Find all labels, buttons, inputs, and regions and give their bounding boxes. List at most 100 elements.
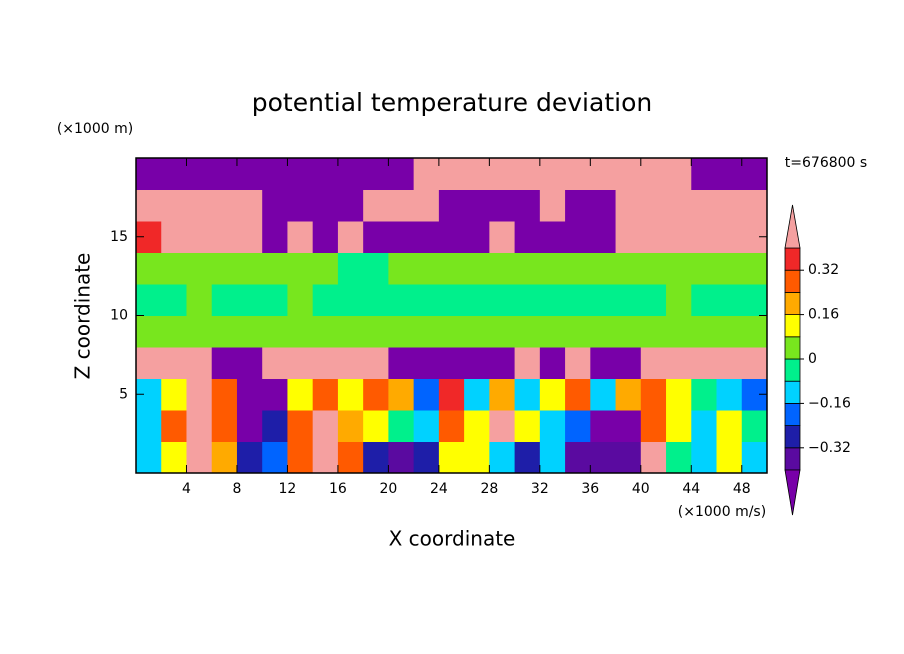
contour-cell bbox=[262, 221, 288, 253]
x-tick-label: 24 bbox=[430, 481, 448, 497]
contour-cell bbox=[716, 347, 743, 379]
contour-cell bbox=[211, 284, 238, 316]
contour-cell bbox=[312, 410, 339, 442]
contour-cell bbox=[489, 441, 516, 474]
contour-cell bbox=[741, 347, 768, 379]
contour-cell bbox=[312, 347, 339, 379]
contour-cell bbox=[514, 315, 541, 348]
contour-cell bbox=[464, 158, 490, 190]
colorbar-tick-label: −0.16 bbox=[808, 395, 851, 411]
contour-cell bbox=[741, 315, 768, 348]
x-axis-label: X coordinate bbox=[389, 527, 516, 551]
contour-cell bbox=[464, 252, 490, 285]
contour-cell bbox=[186, 315, 213, 348]
contour-cell bbox=[438, 221, 465, 253]
contour-cell bbox=[691, 189, 718, 222]
contour-cell bbox=[514, 378, 541, 411]
contour-cell bbox=[262, 284, 288, 316]
contour-cell bbox=[741, 158, 768, 190]
contour-cell bbox=[236, 158, 263, 190]
contour-cell bbox=[615, 378, 642, 411]
contour-cell bbox=[464, 284, 490, 316]
contour-cell bbox=[363, 441, 389, 474]
contour-cell bbox=[312, 221, 339, 253]
contour-cell bbox=[211, 158, 238, 190]
contour-cell bbox=[136, 252, 162, 285]
contour-cell bbox=[640, 315, 667, 348]
contour-cell bbox=[186, 189, 213, 222]
contour-cell bbox=[716, 158, 743, 190]
contour-cell bbox=[514, 158, 541, 190]
contour-cell bbox=[565, 158, 591, 190]
contour-cell bbox=[464, 315, 490, 348]
contour-cell bbox=[388, 252, 415, 285]
contour-cell bbox=[489, 284, 516, 316]
colorbar-box bbox=[784, 380, 801, 404]
contour-cell bbox=[666, 252, 692, 285]
x-tick-label: 44 bbox=[682, 481, 700, 497]
contour-cell bbox=[413, 410, 440, 442]
x-tick-label: 8 bbox=[232, 481, 241, 497]
contour-cell bbox=[236, 347, 263, 379]
contour-cell bbox=[363, 252, 389, 285]
contour-cell bbox=[565, 441, 591, 474]
colorbar-tick-label: 0.32 bbox=[808, 262, 839, 278]
contour-cell bbox=[262, 410, 288, 442]
contour-cell bbox=[590, 347, 617, 379]
contour-cell bbox=[211, 441, 238, 474]
contour-cell bbox=[590, 158, 617, 190]
contour-cell bbox=[388, 441, 415, 474]
contour-cell bbox=[262, 252, 288, 285]
contour-cell bbox=[489, 315, 516, 348]
contour-cell bbox=[489, 378, 516, 411]
contour-cell bbox=[312, 189, 339, 222]
contour-cell bbox=[236, 284, 263, 316]
contour-cell bbox=[489, 252, 516, 285]
contour-cell bbox=[136, 189, 162, 222]
contour-cell bbox=[716, 252, 743, 285]
contour-cell bbox=[464, 441, 490, 474]
contour-cell bbox=[337, 315, 364, 348]
contour-cell bbox=[363, 410, 389, 442]
contour-cell bbox=[464, 189, 490, 222]
contour-cell bbox=[438, 189, 465, 222]
x-tick-label: 16 bbox=[329, 481, 347, 497]
contour-cell bbox=[211, 315, 238, 348]
contour-cell bbox=[615, 284, 642, 316]
contour-cell bbox=[691, 347, 718, 379]
colorbar-box bbox=[784, 358, 801, 382]
contour-cell bbox=[136, 158, 162, 190]
contour-cell bbox=[590, 441, 617, 474]
contour-cell bbox=[640, 347, 667, 379]
contour-cell bbox=[363, 189, 389, 222]
contour-cell bbox=[236, 378, 263, 411]
contour-cell bbox=[489, 189, 516, 222]
contour-cell bbox=[565, 315, 591, 348]
colorbar-tick-label: 0.16 bbox=[808, 307, 839, 323]
contour-cell bbox=[211, 252, 238, 285]
contour-cell bbox=[413, 284, 440, 316]
contour-cell bbox=[666, 378, 692, 411]
contour-cell bbox=[438, 410, 465, 442]
contour-cell bbox=[413, 221, 440, 253]
contour-cell bbox=[691, 221, 718, 253]
contour-cell bbox=[539, 315, 566, 348]
colorbar-tick-label: 0 bbox=[808, 351, 817, 367]
contour-cell bbox=[716, 378, 743, 411]
contour-cell bbox=[312, 378, 339, 411]
contour-cell bbox=[666, 284, 692, 316]
y-tick-label: 5 bbox=[119, 386, 128, 402]
contour-cell bbox=[565, 189, 591, 222]
contour-cell bbox=[211, 410, 238, 442]
contour-cell bbox=[161, 347, 187, 379]
contour-cell bbox=[640, 284, 667, 316]
contour-cell bbox=[691, 252, 718, 285]
contour-cell bbox=[388, 158, 415, 190]
contour-cell bbox=[691, 410, 718, 442]
contour-cell bbox=[363, 221, 389, 253]
contour-cell bbox=[691, 158, 718, 190]
contour-cell bbox=[590, 315, 617, 348]
contour-cell bbox=[312, 284, 339, 316]
colorbar-extend bbox=[784, 469, 801, 516]
